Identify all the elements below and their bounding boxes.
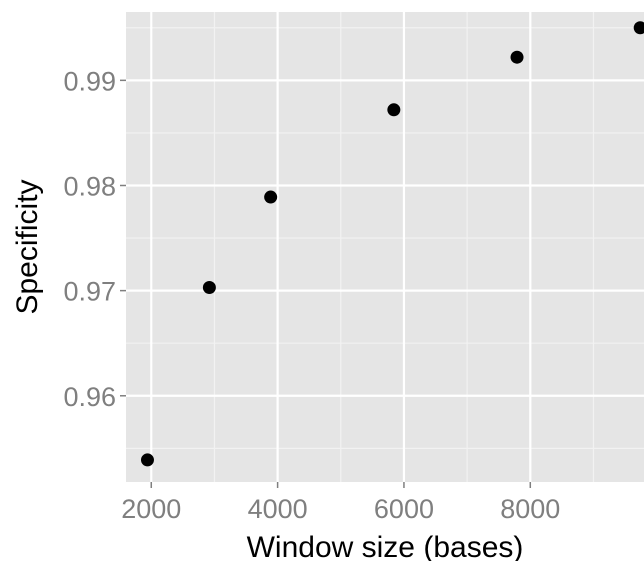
- minor-gridlines: [126, 12, 644, 482]
- x-axis: 2000 4000 6000 8000: [121, 482, 560, 524]
- y-tick-label: 0.99: [63, 66, 116, 96]
- data-point: [633, 21, 644, 35]
- y-tick-label: 0.97: [63, 277, 116, 307]
- x-tick-label: 4000: [248, 494, 308, 524]
- data-point: [140, 453, 154, 467]
- x-axis-title: Window size (bases): [247, 531, 524, 561]
- y-tick-label: 0.98: [63, 171, 116, 201]
- data-point: [510, 50, 524, 64]
- data-points: [140, 21, 644, 467]
- x-tick-label: 2000: [121, 494, 181, 524]
- major-gridlines: [126, 12, 644, 482]
- y-tick-label: 0.96: [63, 382, 116, 412]
- x-tick-label: 6000: [374, 494, 434, 524]
- data-point: [264, 190, 278, 204]
- y-axis-title: Specificity: [11, 179, 44, 314]
- data-point: [202, 280, 216, 294]
- data-point: [387, 103, 401, 117]
- y-axis: 0.96 0.97 0.98 0.99: [63, 66, 126, 412]
- x-tick-label: 8000: [500, 494, 560, 524]
- plot-panel: [126, 12, 644, 482]
